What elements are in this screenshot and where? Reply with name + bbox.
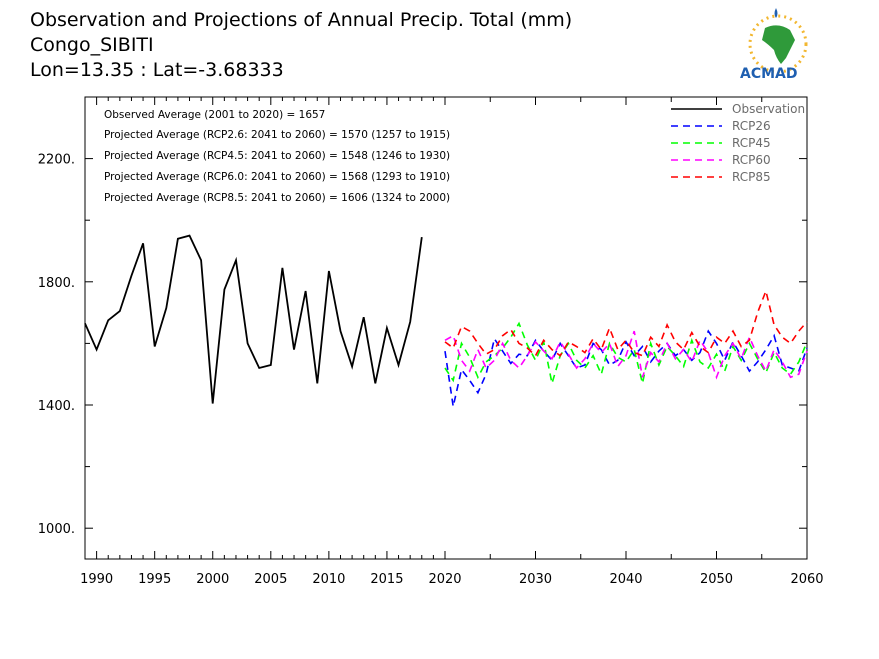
africa-map-icon [748, 8, 808, 74]
x-tick-label: 2030 [519, 572, 552, 587]
series-line-rcp60 [444, 330, 808, 380]
legend-label-rcp45: RCP45 [732, 136, 771, 150]
x-tick-label: 2060 [790, 572, 823, 587]
legend-label-rcp85: RCP85 [732, 170, 771, 184]
chart-subtitle-coordinates: Lon=13.35 : Lat=-3.68333 [30, 59, 284, 81]
series-line-observation [84, 234, 423, 404]
annotations: Observed Average (2001 to 2020) = 1657 P… [104, 109, 450, 204]
legend-label-observation: Observation [732, 102, 805, 116]
x-tick-label: 2010 [312, 572, 345, 587]
y-tick-label: 2200. [38, 153, 75, 168]
y-tick-label: 1800. [38, 276, 75, 291]
x-tick-label: 2020 [428, 572, 461, 587]
x-tick-label: 2050 [700, 572, 733, 587]
x-tick-label: 2015 [370, 572, 403, 587]
y-tick-label: 1400. [38, 399, 75, 414]
y-tick-label: 1000. [38, 522, 75, 537]
series-line-rcp45 [444, 321, 808, 384]
x-tick-label: 2005 [254, 572, 287, 587]
legend-label-rcp60: RCP60 [732, 153, 771, 167]
acmad-logo: ACMAD [740, 8, 808, 82]
chart-title: Observation and Projections of Annual Pr… [30, 9, 572, 31]
axes: 1000. 1400. 1800. 2200. 1990 1995 2000 2005 2010… [38, 97, 824, 587]
x-tick-label: 2040 [609, 572, 642, 587]
annotation-rcp60-average: Projected Average (RCP6.0: 2041 to 2060)… [104, 171, 450, 183]
x-tick-label: 2000 [196, 572, 229, 587]
series-line-rcp26 [444, 329, 808, 407]
series-layer [84, 234, 808, 407]
chart-subtitle-station: Congo_SIBITI [30, 34, 154, 56]
logo-text: ACMAD [740, 66, 798, 82]
annotation-rcp26-average: Projected Average (RCP2.6: 2041 to 2060)… [104, 129, 450, 141]
annotation-rcp45-average: Projected Average (RCP4.5: 2041 to 2060)… [104, 150, 450, 162]
annotation-rcp85-average: Projected Average (RCP8.5: 2041 to 2060)… [104, 192, 450, 204]
legend-label-rcp26: RCP26 [732, 119, 771, 133]
series-line-rcp85 [444, 288, 808, 357]
x-tick-label: 1990 [80, 572, 113, 587]
plot-frame [84, 96, 808, 560]
x-tick-label: 1995 [138, 572, 171, 587]
annotation-observed-average: Observed Average (2001 to 2020) = 1657 [104, 109, 325, 121]
legend: Observation RCP26 RCP45 RCP60 RCP85 [671, 102, 805, 184]
